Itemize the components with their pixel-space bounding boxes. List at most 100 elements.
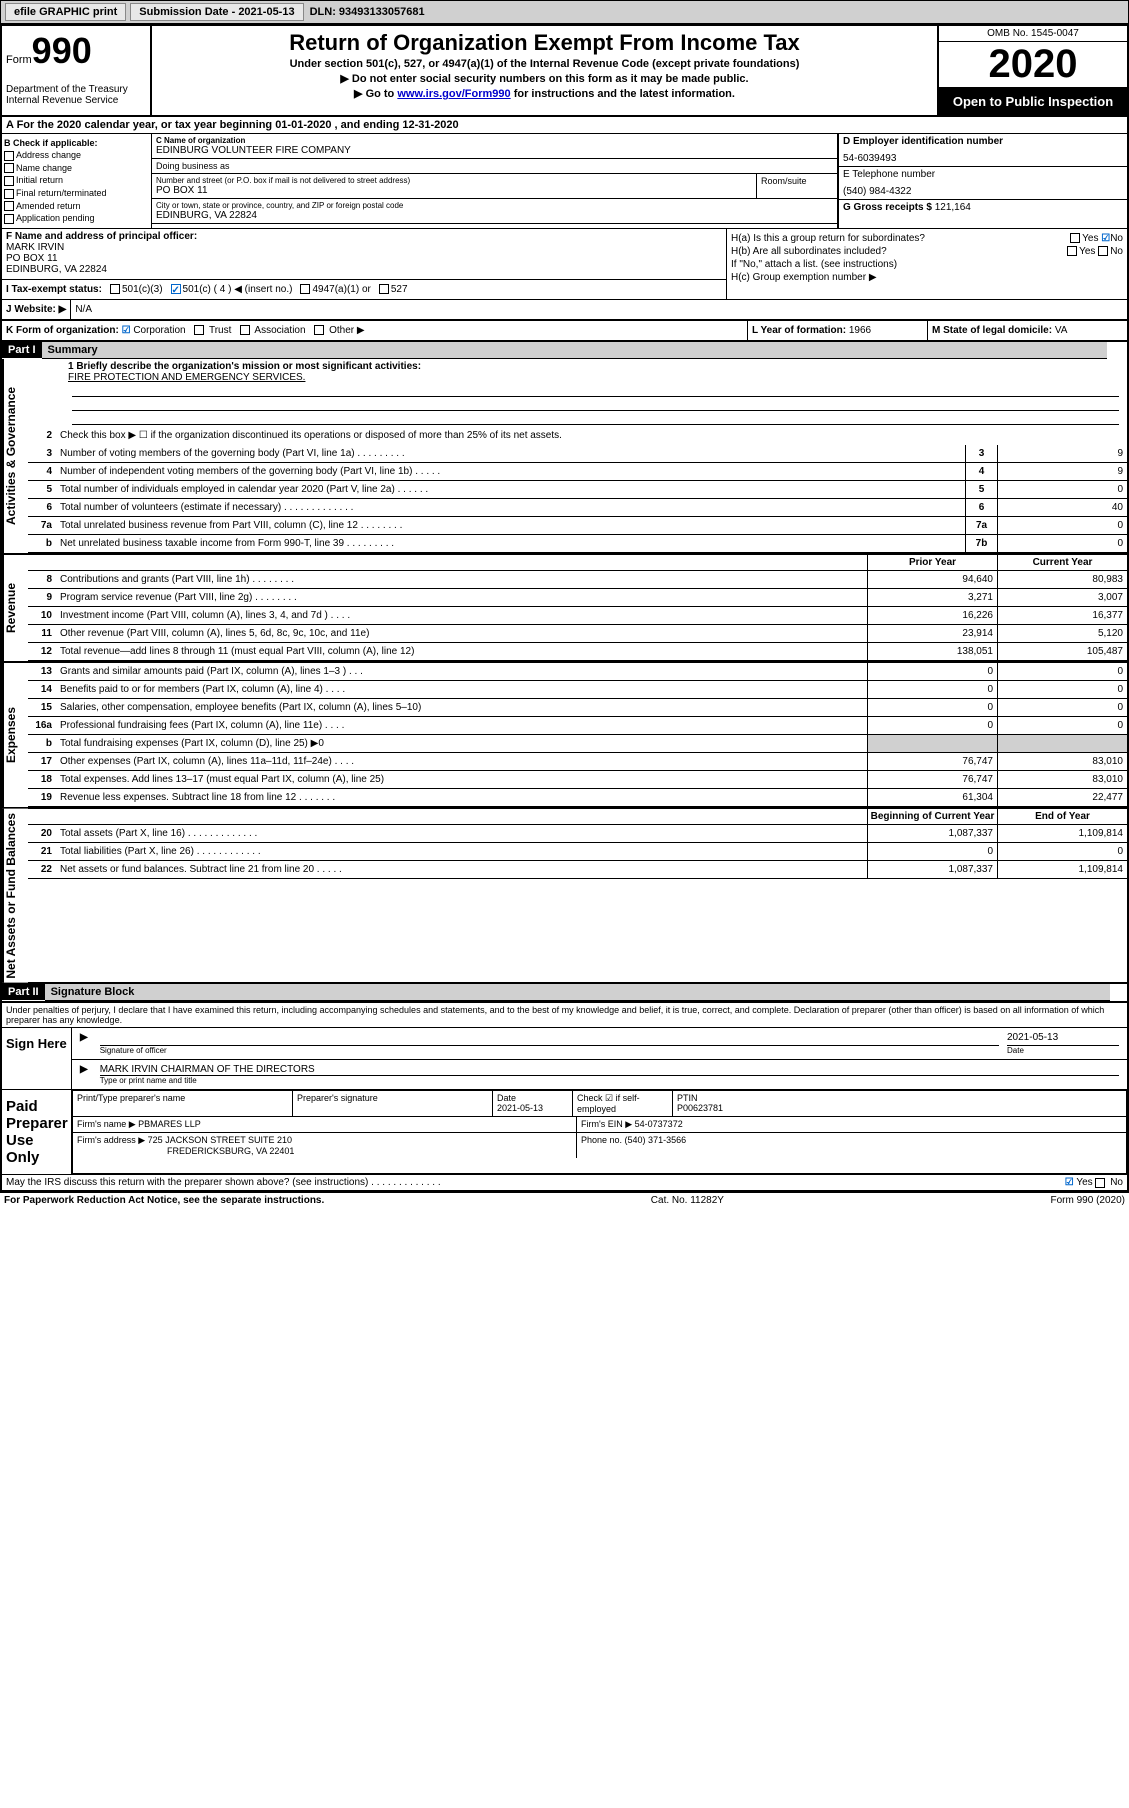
sig-date: 2021-05-13 xyxy=(1007,1032,1119,1046)
table-row: 7aTotal unrelated business revenue from … xyxy=(28,517,1127,535)
checkbox-icon[interactable] xyxy=(4,151,14,161)
checkbox-icon[interactable] xyxy=(4,189,14,199)
part1-header-row: Part ISummary xyxy=(2,342,1127,359)
self-employed-label: Check ☑ if self-employed xyxy=(573,1091,673,1116)
row-j: J Website: ▶ N/A xyxy=(2,300,1127,321)
ha-label: H(a) Is this a group return for subordin… xyxy=(731,233,925,244)
firm-name-label: Firm's name ▶ xyxy=(77,1119,136,1129)
table-row: 12Total revenue—add lines 8 through 11 (… xyxy=(28,643,1127,661)
firm-addr-label: Firm's address ▶ xyxy=(77,1135,145,1145)
checkbox-checked-icon[interactable]: ☑ xyxy=(1101,233,1110,244)
checkbox-icon[interactable] xyxy=(1070,233,1080,243)
checkbox-icon[interactable] xyxy=(194,325,204,335)
table-row: 8Contributions and grants (Part VIII, li… xyxy=(28,571,1127,589)
org-address: PO BOX 11 xyxy=(156,185,752,196)
side-label-rev: Revenue xyxy=(2,555,28,661)
table-row: 17Other expenses (Part IX, column (A), l… xyxy=(28,753,1127,771)
discuss-text: May the IRS discuss this return with the… xyxy=(6,1177,1065,1188)
omb-number: OMB No. 1545-0047 xyxy=(939,26,1127,42)
part2-title: Signature Block xyxy=(45,984,1110,1001)
opt-final: Final return/terminated xyxy=(4,188,149,199)
checkbox-icon[interactable] xyxy=(300,284,310,294)
row-a: A For the 2020 calendar year, or tax yea… xyxy=(2,117,1127,134)
firm-addr2: FREDERICKSBURG, VA 22401 xyxy=(167,1146,294,1156)
end-year-header: End of Year xyxy=(997,809,1127,824)
footer-right: Form 990 (2020) xyxy=(1051,1195,1125,1206)
ptin-label: PTIN xyxy=(677,1093,698,1103)
table-row: bTotal fundraising expenses (Part IX, co… xyxy=(28,735,1127,753)
ein-value: 54-6039493 xyxy=(843,153,1123,164)
firm-ein-label: Firm's EIN ▶ xyxy=(581,1119,632,1129)
checkbox-checked-icon[interactable]: ☑ xyxy=(122,325,131,336)
checkbox-icon[interactable] xyxy=(4,201,14,211)
footer-left: For Paperwork Reduction Act Notice, see … xyxy=(4,1195,324,1206)
checkbox-icon[interactable] xyxy=(4,163,14,173)
checkbox-icon[interactable] xyxy=(1095,1178,1105,1188)
table-row: 15Salaries, other compensation, employee… xyxy=(28,699,1127,717)
checkbox-icon[interactable] xyxy=(4,176,14,186)
website-value: N/A xyxy=(71,300,96,319)
officer-name: MARK IRVIN xyxy=(6,242,722,253)
firm-phone-label: Phone no. xyxy=(581,1135,625,1145)
col-b-title: B Check if applicable: xyxy=(4,138,149,148)
checkbox-icon[interactable] xyxy=(240,325,250,335)
opt-address: Address change xyxy=(4,150,149,161)
column-k: K Form of organization: ☑ Corporation Tr… xyxy=(2,321,747,340)
checkbox-checked-icon[interactable]: ✓ xyxy=(171,284,181,294)
officer-addr2: EDINBURG, VA 22824 xyxy=(6,264,722,275)
penalty-text: Under penalties of perjury, I declare th… xyxy=(2,1003,1127,1027)
checkbox-icon[interactable] xyxy=(1098,246,1108,256)
checkbox-icon[interactable] xyxy=(314,325,324,335)
gross-label: G Gross receipts $ xyxy=(843,202,935,213)
column-b: B Check if applicable: Address change Na… xyxy=(2,134,152,228)
form-title: Return of Organization Exempt From Incom… xyxy=(156,30,933,56)
hc-label: H(c) Group exemption number ▶ xyxy=(731,272,877,283)
column-h: H(a) Is this a group return for subordin… xyxy=(727,229,1127,299)
checkbox-checked-icon[interactable]: ☑ xyxy=(1065,1177,1074,1188)
column-l: L Year of formation: 1966 xyxy=(747,321,927,340)
arrow-icon: ▶ xyxy=(76,1030,92,1057)
netassets-section: Net Assets or Fund Balances Beginning of… xyxy=(2,809,1127,985)
form-id-box: Form990 Department of the Treasury Inter… xyxy=(2,26,152,115)
column-m: M State of legal domicile: VA xyxy=(927,321,1127,340)
opt-initial: Initial return xyxy=(4,175,149,186)
part1-title: Summary xyxy=(42,342,1107,359)
side-label-exp: Expenses xyxy=(2,663,28,807)
opt-amended: Amended return xyxy=(4,201,149,212)
table-row: 5Total number of individuals employed in… xyxy=(28,481,1127,499)
ptin-value: P00623781 xyxy=(677,1103,723,1113)
opt-assoc: Association xyxy=(254,325,305,336)
table-row: bNet unrelated business taxable income f… xyxy=(28,535,1127,553)
firm-phone: (540) 371-3566 xyxy=(625,1135,687,1145)
table-row: 18Total expenses. Add lines 13–17 (must … xyxy=(28,771,1127,789)
prep-name-label: Print/Type preparer's name xyxy=(73,1091,293,1116)
opt-501c: 501(c) ( 4 ) ◀ (insert no.) xyxy=(183,284,293,295)
checkbox-icon[interactable] xyxy=(1067,246,1077,256)
checkbox-icon[interactable] xyxy=(4,214,14,224)
part1-badge: Part I xyxy=(2,342,42,358)
prep-date-value: 2021-05-13 xyxy=(497,1103,543,1113)
row-klm: K Form of organization: ☑ Corporation Tr… xyxy=(2,321,1127,342)
mission-label: 1 Briefly describe the organization's mi… xyxy=(68,361,1123,372)
opt-527: 527 xyxy=(391,284,408,295)
checkbox-icon[interactable] xyxy=(379,284,389,294)
dln-text: DLN: 93493133057681 xyxy=(310,6,425,18)
submission-date-button[interactable]: Submission Date - 2021-05-13 xyxy=(130,3,303,21)
website-label: J Website: ▶ xyxy=(2,300,71,319)
form-header: Form990 Department of the Treasury Inter… xyxy=(2,26,1127,117)
checkbox-icon[interactable] xyxy=(110,284,120,294)
irs-link[interactable]: www.irs.gov/Form990 xyxy=(397,88,510,100)
side-label-ag: Activities & Governance xyxy=(2,359,28,553)
f-h-row: F Name and address of principal officer:… xyxy=(2,228,1127,300)
table-row: 16aProfessional fundraising fees (Part I… xyxy=(28,717,1127,735)
officer-label: F Name and address of principal officer: xyxy=(6,231,722,242)
form-word: Form xyxy=(6,54,32,66)
table-row: 3Number of voting members of the governi… xyxy=(28,445,1127,463)
suite-label: Room/suite xyxy=(757,174,837,198)
opt-501c3: 501(c)(3) xyxy=(122,284,163,295)
column-d-g: D Employer identification number 54-6039… xyxy=(837,134,1127,228)
officer-addr1: PO BOX 11 xyxy=(6,253,722,264)
side-label-na: Net Assets or Fund Balances xyxy=(2,809,28,983)
dept-text: Department of the Treasury Internal Reve… xyxy=(6,84,146,106)
efile-button[interactable]: efile GRAPHIC print xyxy=(5,3,126,21)
